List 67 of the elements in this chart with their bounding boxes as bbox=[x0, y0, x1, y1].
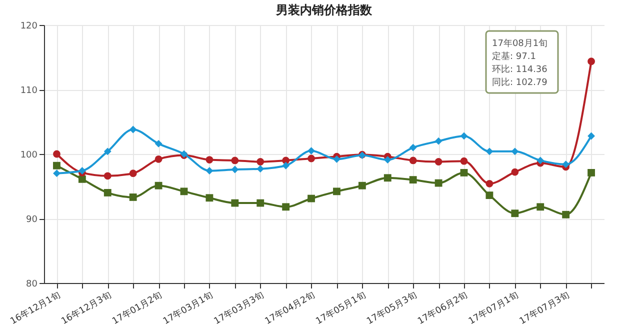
point bbox=[129, 170, 137, 178]
point bbox=[53, 150, 60, 158]
point bbox=[460, 157, 468, 165]
point bbox=[206, 156, 214, 164]
point bbox=[511, 148, 519, 156]
point bbox=[486, 148, 494, 156]
point bbox=[562, 160, 570, 168]
point bbox=[104, 148, 112, 156]
point bbox=[53, 162, 60, 170]
point bbox=[282, 203, 290, 211]
y-tick-label: 100 bbox=[20, 150, 38, 160]
point bbox=[562, 210, 570, 218]
point bbox=[282, 162, 290, 170]
y-tick-label: 110 bbox=[20, 86, 38, 96]
point bbox=[358, 182, 366, 190]
point bbox=[511, 210, 519, 218]
point bbox=[154, 155, 162, 163]
x-tick-label: 17年07月3旬 bbox=[518, 290, 572, 325]
point bbox=[486, 192, 494, 199]
point bbox=[154, 140, 162, 148]
point bbox=[333, 155, 340, 163]
y-tick-label: 120 bbox=[20, 22, 38, 32]
point bbox=[409, 144, 417, 152]
point bbox=[256, 158, 264, 166]
point bbox=[308, 147, 315, 154]
point bbox=[460, 168, 468, 176]
annotation: 环比: 114.36 bbox=[492, 64, 548, 75]
annotation: 定基: 97.1 bbox=[492, 51, 536, 62]
annotation: 17年08月1旬 bbox=[492, 38, 548, 49]
point bbox=[536, 156, 544, 164]
x-tick-label: 17年03月3旬 bbox=[212, 290, 266, 325]
point bbox=[511, 168, 519, 176]
point bbox=[104, 172, 112, 180]
point bbox=[129, 126, 137, 134]
point bbox=[536, 203, 544, 211]
point bbox=[180, 188, 188, 196]
point bbox=[333, 188, 340, 196]
point bbox=[588, 168, 595, 176]
point bbox=[434, 137, 442, 145]
point bbox=[486, 180, 494, 188]
point bbox=[256, 199, 264, 207]
point bbox=[308, 194, 315, 202]
y-tick-label: 90 bbox=[26, 215, 38, 225]
point bbox=[104, 188, 112, 196]
point bbox=[384, 174, 392, 182]
point bbox=[231, 156, 239, 164]
point bbox=[588, 58, 595, 66]
point bbox=[384, 156, 392, 164]
point bbox=[434, 179, 442, 187]
point bbox=[409, 156, 417, 164]
point bbox=[154, 182, 162, 190]
point bbox=[53, 170, 60, 178]
point bbox=[206, 167, 214, 174]
annotation: 同比: 102.79 bbox=[492, 77, 548, 88]
x-tick-label: 17年07月1旬 bbox=[466, 290, 520, 325]
y-tick-label: 80 bbox=[26, 280, 38, 290]
point bbox=[206, 194, 214, 202]
chart-title: 男装内销价格指数 bbox=[275, 3, 373, 17]
point bbox=[308, 154, 315, 162]
point bbox=[256, 165, 264, 173]
point bbox=[231, 166, 239, 174]
point bbox=[231, 199, 239, 207]
point bbox=[78, 175, 86, 183]
point bbox=[434, 158, 442, 166]
point bbox=[409, 176, 417, 184]
point bbox=[129, 194, 137, 201]
point bbox=[460, 132, 468, 140]
